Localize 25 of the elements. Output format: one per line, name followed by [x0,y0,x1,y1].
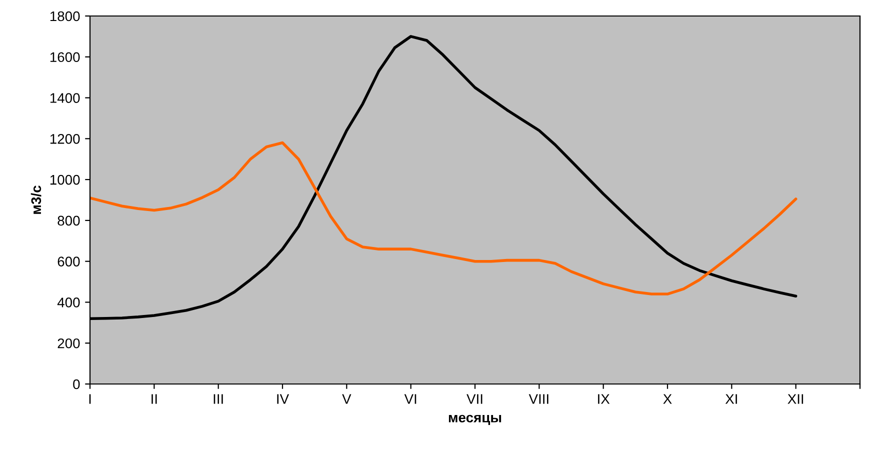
y-tick-label: 600 [58,256,80,267]
y-tick-label: 400 [57,298,80,308]
y-tick-label: 0 [73,379,80,390]
x-tick-label: XI [725,394,737,404]
x-tick-label: XII [788,394,804,404]
x-tick-label: II [152,394,157,404]
x-tick-label: VIII [528,394,548,404]
x-tick-label: VI [404,394,416,404]
x-tick-label: IX [598,394,610,404]
y-tick-label: 1400 [50,93,80,103]
x-tick-label: X [663,394,672,404]
x-tick-label: IV [277,394,289,404]
y-axis-title: м3/с [30,186,42,214]
y-tick-label: 1000 [50,174,80,185]
y-tick-label: 800 [58,216,80,226]
line-series [90,141,798,296]
y-tick-label: 1600 [50,52,80,62]
y-tick-label: 200 [58,338,80,348]
y-tick-label: 1800 [50,11,80,22]
x-tick-label: I [89,394,91,404]
x-tick-label: V [342,394,352,404]
x-tick-label: VII [466,394,482,404]
y-tick-label: 1200 [50,134,80,144]
x-tick-label: III [214,394,223,404]
x-axis-title: месяцы [448,414,502,426]
